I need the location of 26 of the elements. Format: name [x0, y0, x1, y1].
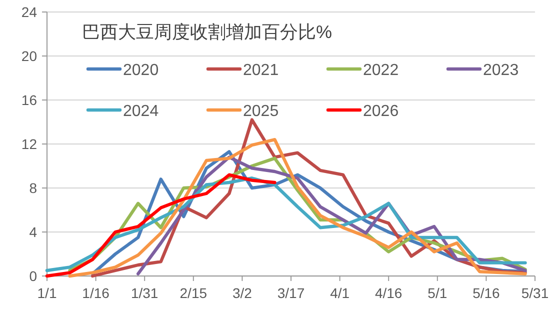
y-tick-label: 4 [29, 224, 38, 240]
y-tick-label: 12 [21, 136, 38, 152]
legend-label: 2025 [243, 103, 279, 120]
x-tick-label: 5/31 [521, 285, 549, 301]
text: 巴西大豆周度收割增加百分比% [82, 22, 332, 42]
legend-label: 2024 [123, 103, 159, 120]
legend-label: 2026 [363, 103, 399, 120]
x-tick-label: 4/16 [374, 285, 402, 301]
legend-label: 2023 [483, 62, 519, 79]
y-tick-label: 20 [21, 48, 38, 64]
x-tick-label: 5/16 [472, 285, 500, 301]
legend-label: 2022 [363, 62, 399, 79]
x-tick-label: 2/15 [180, 285, 208, 301]
x-tick-label: 4/1 [330, 285, 350, 301]
y-tick-label: 16 [21, 92, 38, 108]
legend-label: 2020 [123, 62, 159, 79]
x-tick-label: 3/2 [232, 285, 252, 301]
x-tick-label: 3/17 [277, 285, 305, 301]
x-tick-label: 1/16 [82, 285, 110, 301]
x-tick-label: 1/1 [37, 285, 57, 301]
x-tick-label: 5/1 [428, 285, 448, 301]
y-tick-label: 8 [29, 180, 38, 196]
y-tick-label: 24 [21, 4, 38, 20]
x-tick-label: 1/31 [130, 285, 158, 301]
legend-label: 2021 [243, 62, 279, 79]
y-tick-label: 0 [29, 268, 38, 284]
